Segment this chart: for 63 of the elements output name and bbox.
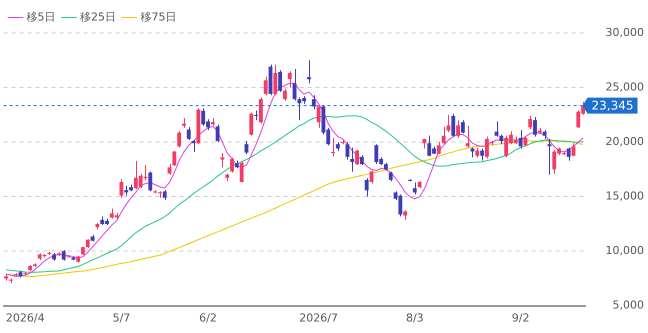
candlestick	[182, 118, 186, 128]
candlestick	[273, 64, 278, 96]
candlestick	[480, 148, 484, 162]
y-tick-label: 5,000	[612, 298, 644, 312]
candlestick	[162, 190, 167, 200]
candlestick	[216, 124, 220, 143]
legend-label: 移5日	[26, 10, 56, 24]
candlestick	[316, 104, 321, 128]
candlestick	[264, 76, 268, 96]
candlestick	[355, 149, 359, 166]
candlestick	[249, 112, 254, 136]
candlestick	[62, 250, 66, 262]
candlestick	[158, 190, 162, 198]
candlestick	[331, 137, 335, 157]
candlestick	[528, 115, 532, 130]
candlestick	[278, 70, 282, 92]
legend-label: 移25日	[80, 10, 116, 24]
candlestick	[360, 154, 364, 166]
candlestick	[370, 170, 374, 184]
candlestick	[460, 120, 465, 134]
x-tick-label: 2026/7	[299, 311, 338, 324]
candlestick	[533, 116, 537, 138]
x-tick-label: 2026/4	[6, 311, 45, 324]
candlestick	[258, 96, 263, 124]
y-tick-label: 15,000	[606, 190, 644, 203]
candlestick	[220, 152, 224, 168]
candlestick	[307, 60, 311, 84]
candlestick	[548, 138, 552, 176]
candlestick	[466, 125, 470, 148]
candlestick	[177, 130, 182, 148]
candlestick	[254, 110, 258, 121]
candlestick	[451, 113, 456, 138]
candlestick	[230, 156, 234, 174]
candlestick	[412, 182, 417, 195]
candlestick	[566, 147, 571, 162]
candlestick	[470, 147, 474, 158]
candlestick	[283, 88, 287, 102]
candlestick	[192, 139, 196, 152]
candlestick	[518, 130, 523, 150]
y-tick-label: 20,000	[606, 134, 644, 148]
candlestick	[312, 94, 316, 110]
candlestick	[186, 126, 191, 140]
candlestick	[120, 178, 124, 198]
legend-label: 移75日	[140, 10, 176, 24]
candlestick	[523, 136, 528, 147]
y-tick-label: 25,000	[606, 80, 644, 94]
x-tick-label: 5/7	[112, 311, 130, 324]
x-tick-label: 9/2	[512, 311, 530, 324]
candlestick	[403, 210, 408, 220]
y-tick-label: 10,000	[606, 244, 644, 258]
candlestick	[244, 140, 248, 155]
y-tick-label: 30,000	[606, 26, 644, 39]
candlestick	[456, 120, 460, 138]
ref-line-label: 23,345	[592, 98, 634, 113]
candlestick	[148, 171, 152, 192]
x-tick-label: 8/3	[406, 311, 424, 324]
x-tick-label: 6/2	[199, 311, 217, 324]
candlestick	[475, 147, 480, 158]
candlestick	[240, 161, 244, 183]
candlestick	[364, 178, 369, 198]
candlestick	[572, 142, 576, 157]
candlestick	[388, 171, 393, 182]
candlestick	[346, 142, 350, 160]
